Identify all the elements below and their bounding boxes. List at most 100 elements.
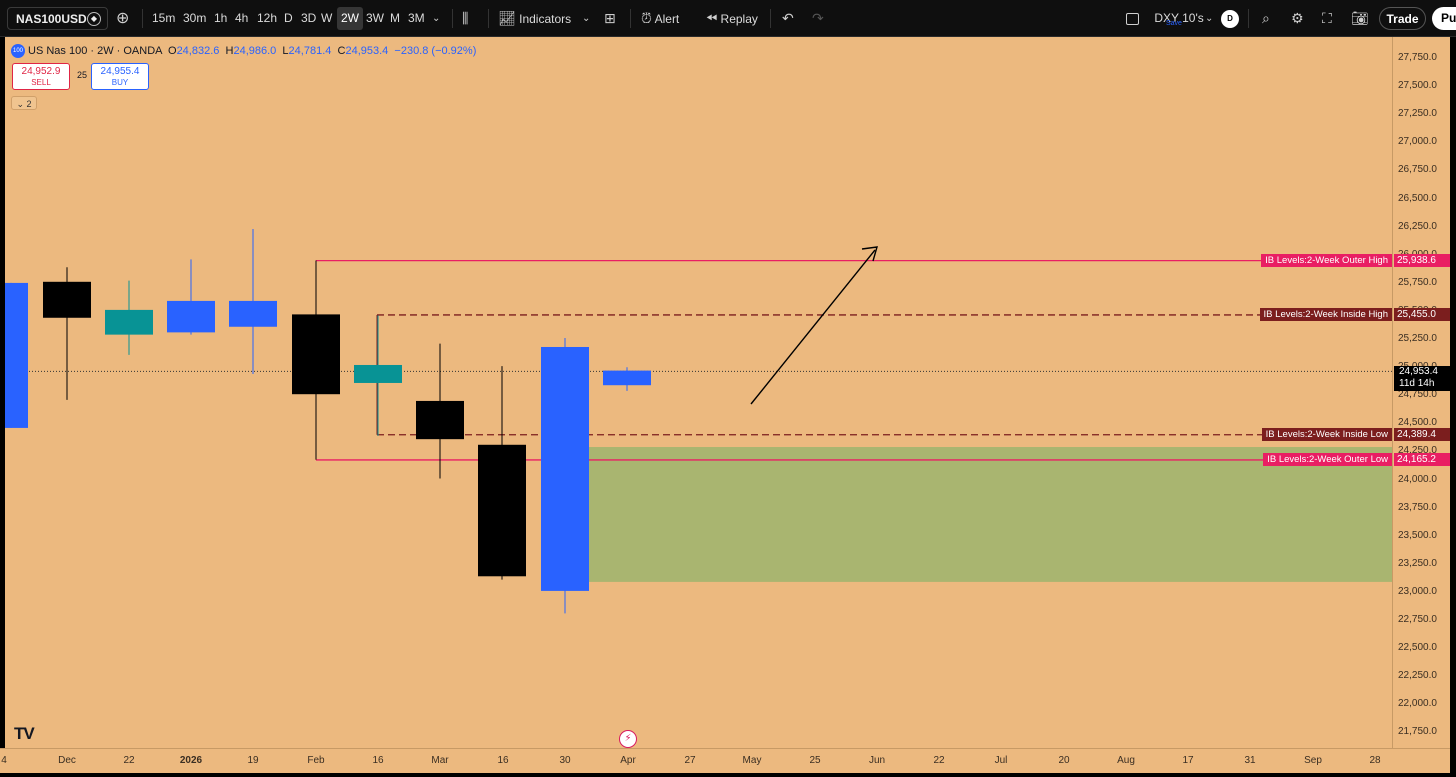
toolbar-divider <box>452 9 453 28</box>
interval-3d[interactable]: 3D <box>301 11 317 25</box>
current-price-label: 24,953.4 11d 14h <box>1394 366 1450 391</box>
tradingview-logo-icon[interactable]: TV <box>14 724 35 743</box>
candle-body <box>292 314 340 395</box>
price-tick: 24,500.0 <box>1398 417 1437 429</box>
interval-1h[interactable]: 1h <box>214 11 228 25</box>
indicators-button[interactable]: 📈︎ Indicators <box>498 7 571 30</box>
price-tick: 27,500.0 <box>1398 80 1437 92</box>
time-tick: Jul <box>994 755 1008 766</box>
price-tick: 22,000.0 <box>1398 698 1437 710</box>
price-tick: 24,000.0 <box>1398 473 1437 485</box>
chevron-down-icon[interactable]: ⌄ <box>1205 13 1214 24</box>
toolbar-divider <box>142 9 143 28</box>
flash-icon[interactable]: ⚡︎ <box>619 730 637 748</box>
undo-icon[interactable]: ↶ <box>782 10 794 26</box>
indicators-collapse-button[interactable]: ⌄ 2 <box>11 96 37 110</box>
layout-button[interactable]: DXY 10's <box>1126 7 1204 30</box>
time-tick: 16 <box>372 755 384 766</box>
toolbar-divider <box>1248 9 1249 28</box>
symbol-legend: 100 US Nas 100 · 2W · OANDA O24,832.6 H24… <box>11 44 476 58</box>
interval-4h[interactable]: 4h <box>235 11 249 25</box>
price-tick: 23,500.0 <box>1398 529 1437 541</box>
quick-search-icon[interactable]: ⌕ <box>1262 10 1270 26</box>
sell-button[interactable]: 24,952.9 SELL <box>12 63 70 90</box>
current-price: 24,953.4 <box>1399 366 1438 377</box>
close-value: 24,953.4 <box>345 44 389 57</box>
time-tick: Feb <box>307 755 325 766</box>
time-tick: 17 <box>1182 755 1194 766</box>
left-edge <box>0 37 5 748</box>
time-tick: 28 <box>1369 755 1381 766</box>
buy-label: BUY <box>111 78 129 87</box>
time-tick: Sep <box>1304 755 1322 766</box>
time-tick: 16 <box>497 755 509 766</box>
time-tick-partial: 4 <box>1 755 7 766</box>
candle-body <box>416 400 464 440</box>
symbol-search-button[interactable]: NAS100USD ◆ <box>7 7 108 30</box>
low-label: L <box>282 44 289 57</box>
price-tick: 22,750.0 <box>1398 614 1437 625</box>
interval-2w[interactable]: 2W <box>337 7 363 30</box>
rewind-icon: ⏪︎ <box>706 10 718 26</box>
interval-12h[interactable]: 12h <box>257 11 278 25</box>
time-tick: Apr <box>620 755 636 766</box>
alert-button[interactable]: ⏰︎ Alert <box>641 7 679 30</box>
avatar[interactable]: D <box>1221 10 1239 28</box>
candle-body <box>541 346 589 591</box>
buy-button[interactable]: 24,955.4 BUY <box>91 63 149 90</box>
trade-button[interactable]: Trade <box>1379 7 1426 30</box>
interval-3w[interactable]: 3W <box>366 11 384 25</box>
chevron-down-icon[interactable]: ⌄ <box>582 13 591 24</box>
time-tick: 2026 <box>179 755 203 766</box>
candle-body <box>105 309 153 335</box>
camera-icon[interactable]: 📷︎ <box>1351 10 1369 26</box>
time-tick: May <box>742 755 762 766</box>
interval-3m[interactable]: 3M <box>408 11 425 25</box>
layout-icon <box>1126 12 1139 25</box>
candle-body <box>5 282 28 428</box>
interval-m[interactable]: M <box>390 11 400 25</box>
price-tick: 26,500.0 <box>1398 192 1437 204</box>
candle-body <box>229 300 277 327</box>
settings-icon[interactable]: ⚙︎ <box>1291 10 1304 26</box>
time-axis[interactable]: 4 Dec 22 2026 19 Feb 16 Mar 16 30 Apr 27 May 25 Jun 22… <box>0 748 1450 773</box>
time-tick: Dec <box>58 755 76 766</box>
price-tick: 23,000.0 <box>1398 585 1437 597</box>
replay-button[interactable]: ⏪︎ Replay <box>706 7 758 30</box>
templates-icon[interactable]: ⊞ <box>604 10 616 26</box>
time-tick: 20 <box>1058 755 1070 766</box>
sell-label: SELL <box>31 78 51 87</box>
price-tick: 21,750.0 <box>1398 726 1437 738</box>
chart-canvas[interactable] <box>5 37 1392 748</box>
compare-icon[interactable]: ◆ <box>87 12 101 26</box>
toolbar-divider <box>630 9 631 28</box>
high-label: H <box>225 44 234 57</box>
price-tick: 27,250.0 <box>1398 108 1437 120</box>
time-tick: 31 <box>1244 755 1256 766</box>
time-tick: 19 <box>247 755 259 766</box>
price-axis[interactable]: 27,750.0 27,500.0 27,250.0 27,000.0 26,750.0… <box>1392 37 1450 748</box>
bottom-edge <box>0 773 1456 777</box>
chevron-down-icon[interactable]: ⌄ <box>432 13 441 24</box>
publish-button[interactable]: Pu <box>1432 7 1456 30</box>
interval-30m[interactable]: 30m <box>183 11 207 25</box>
alarm-clock-icon: ⏰︎ <box>641 10 652 26</box>
symbol-label: NAS100USD <box>16 12 87 26</box>
fullscreen-icon[interactable]: ⛶ <box>1322 10 1332 26</box>
interval-15m[interactable]: 15m <box>152 11 176 25</box>
change-value: −230.8 (−0.92%) <box>394 44 477 57</box>
candle-body <box>43 281 91 318</box>
legend-title[interactable]: US Nas 100 · 2W · OANDA <box>28 44 162 57</box>
candles-type-icon[interactable]: ⫼ <box>462 10 469 26</box>
interval-w[interactable]: W <box>321 11 333 25</box>
indicators-count: 2 <box>26 99 32 109</box>
chart-pane[interactable]: 100 US Nas 100 · 2W · OANDA O24,832.6 H24… <box>5 37 1392 748</box>
redo-icon[interactable]: ↷ <box>812 10 824 26</box>
add-symbol-icon[interactable]: ⊕ <box>116 10 130 27</box>
price-tick: 23,750.0 <box>1398 501 1437 513</box>
time-tick: 30 <box>559 755 571 766</box>
price-tick: 26,250.0 <box>1398 220 1437 232</box>
interval-d[interactable]: D <box>284 11 293 25</box>
level-price-label: 24,389.4 <box>1394 428 1450 442</box>
spread-value: 25 <box>77 70 88 80</box>
